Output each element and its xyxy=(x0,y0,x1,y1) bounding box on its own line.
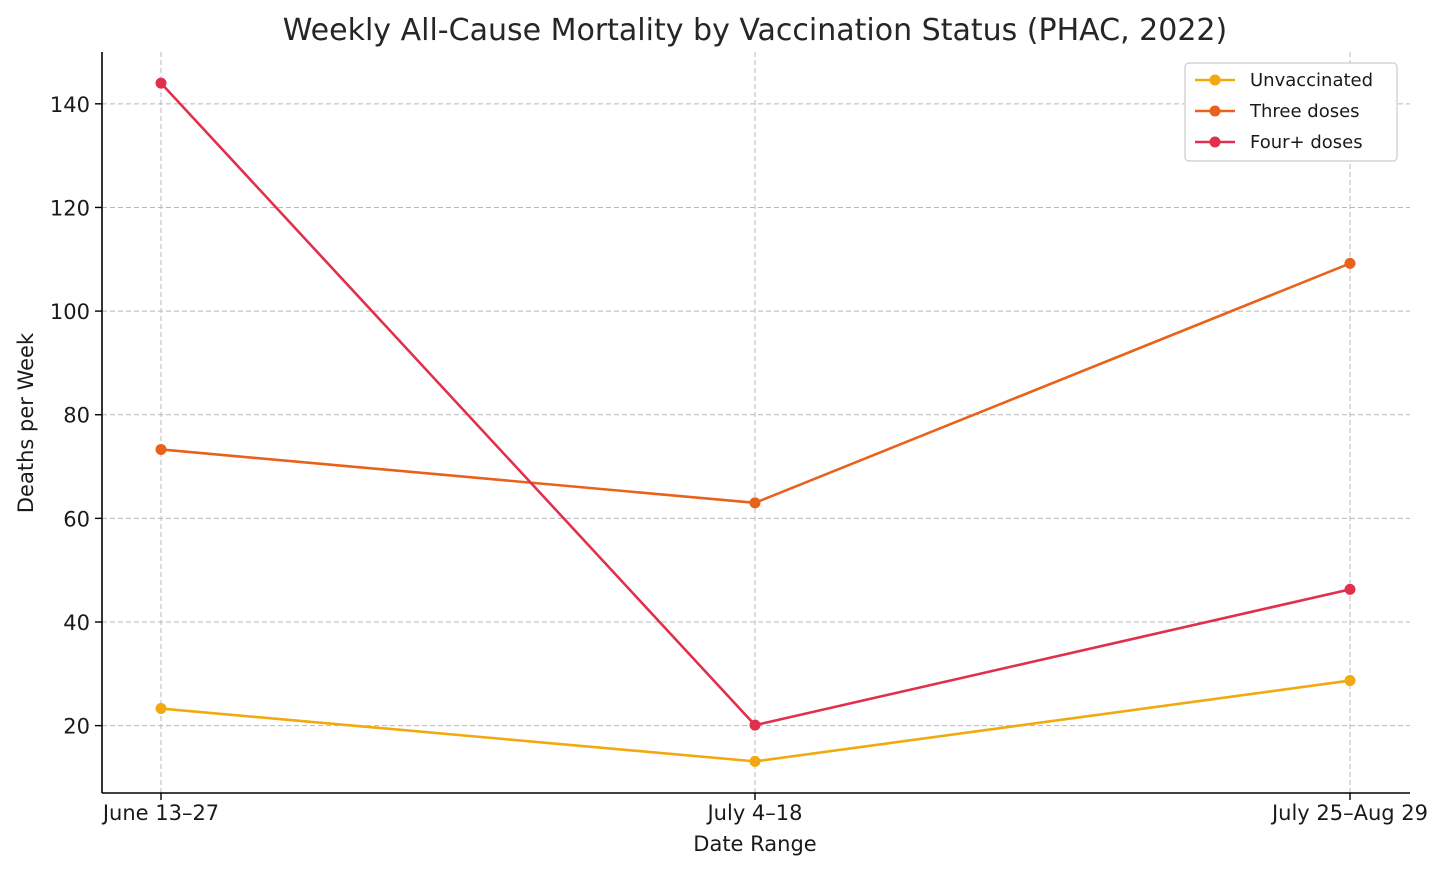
legend-entry: Three doses xyxy=(1195,101,1360,122)
legend-swatch-marker xyxy=(1209,105,1221,117)
data-point xyxy=(1344,675,1356,687)
data-point xyxy=(1344,583,1356,595)
chart-title: Weekly All-Cause Mortality by Vaccinatio… xyxy=(283,13,1227,48)
data-point xyxy=(155,703,167,715)
y-tick-label: 40 xyxy=(63,611,90,635)
series-three-doses xyxy=(155,257,1356,509)
y-axis-label: Deaths per Week xyxy=(14,332,38,513)
y-tick-label: 120 xyxy=(50,196,90,220)
data-point xyxy=(155,443,167,455)
data-point xyxy=(155,77,167,89)
x-tick-label: July 25–Aug 29 xyxy=(1270,801,1428,825)
y-ticks: 20 40 60 80 100 120 140 xyxy=(50,93,102,739)
y-tick-label: 20 xyxy=(63,715,90,739)
legend-swatch-marker xyxy=(1209,136,1221,148)
y-tick-label: 100 xyxy=(50,300,90,324)
x-tick-label: July 4–18 xyxy=(705,801,802,825)
legend-label: Three doses xyxy=(1249,101,1360,122)
x-ticks: June 13–27 July 4–18 July 25–Aug 29 xyxy=(101,793,1428,825)
data-point xyxy=(749,719,761,731)
y-tick-label: 60 xyxy=(63,507,90,531)
y-tick-label: 80 xyxy=(63,404,90,428)
legend-box xyxy=(1184,62,1398,162)
data-point xyxy=(749,755,761,767)
legend-label: Unvaccinated xyxy=(1250,70,1373,91)
series-four-doses xyxy=(155,77,1356,731)
legend-entry: Four+ doses xyxy=(1195,132,1363,153)
x-tick-label: June 13–27 xyxy=(101,801,219,825)
data-point xyxy=(749,497,761,509)
series-unvaccinated xyxy=(155,675,1356,767)
y-tick-label: 140 xyxy=(50,93,90,117)
legend: Unvaccinated Three doses Four+ doses xyxy=(1184,62,1398,162)
legend-swatch-marker xyxy=(1209,74,1221,86)
grid xyxy=(102,52,1410,793)
x-axis-label: Date Range xyxy=(693,832,816,856)
legend-entry: Unvaccinated xyxy=(1195,70,1373,91)
series-layer xyxy=(155,77,1356,767)
legend-label: Four+ doses xyxy=(1250,132,1363,153)
data-point xyxy=(1344,257,1356,269)
